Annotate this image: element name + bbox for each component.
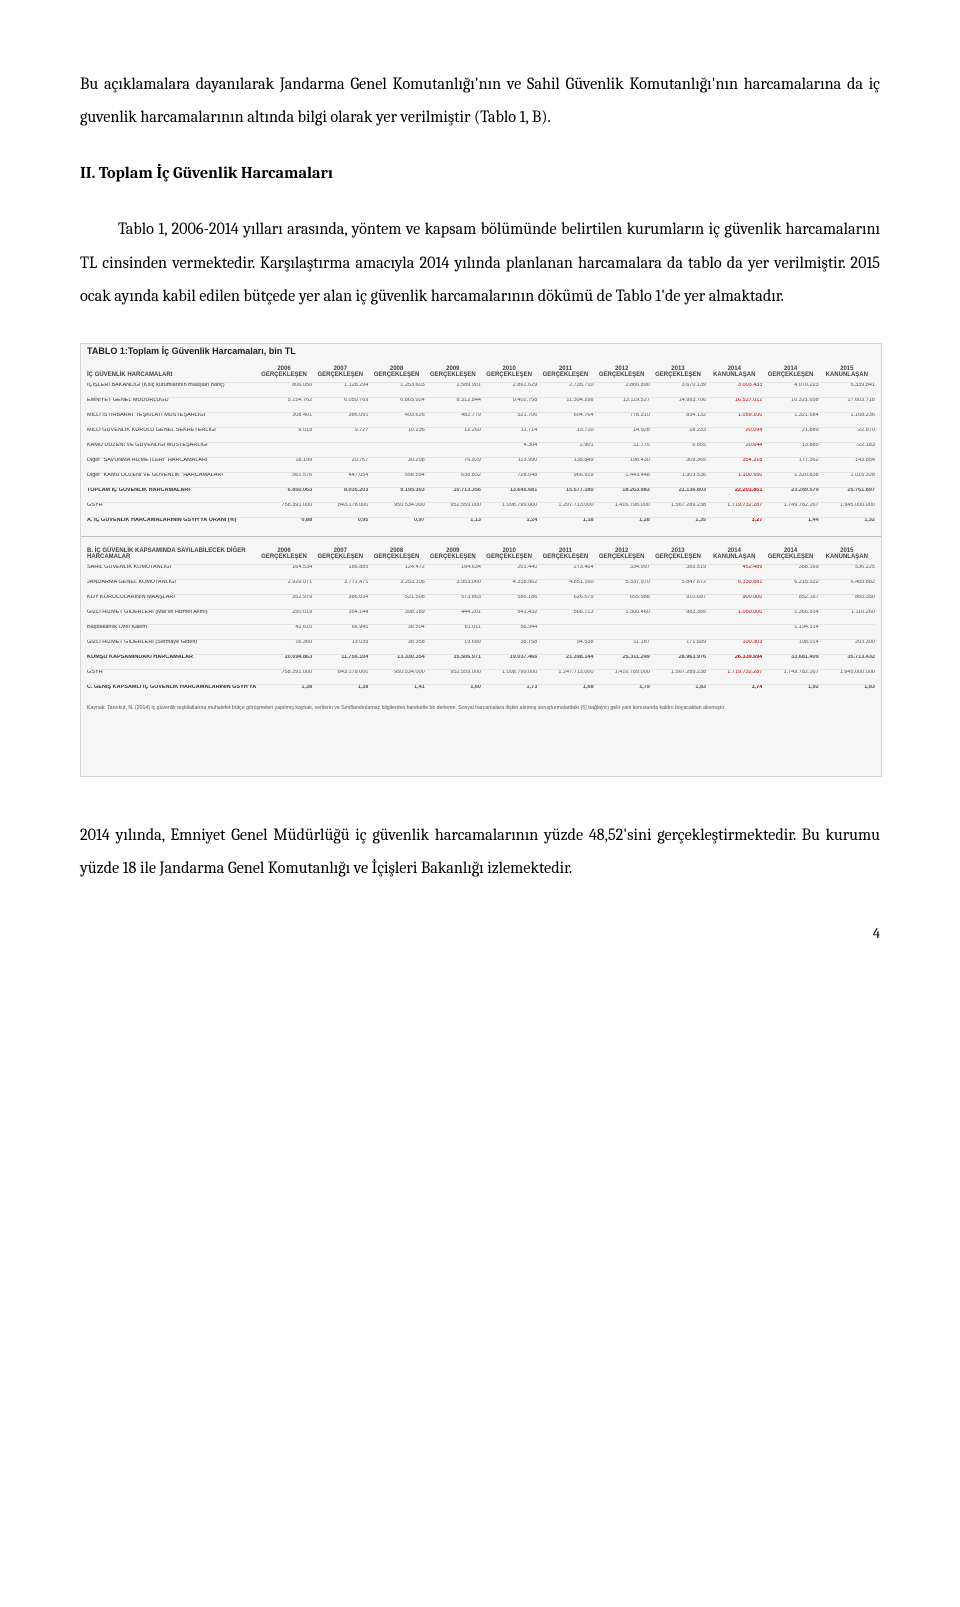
table-1-container: TABLO 1:Toplam İç Güvenlik Harcamaları, … [80, 343, 880, 777]
paragraph-analysis: 2014 yılında, Emniyet Genel Müdürlüğü iç… [80, 819, 880, 885]
table-1-image: TABLO 1:Toplam İç Güvenlik Harcamaları, … [80, 343, 882, 777]
paragraph-method: Tablo 1, 2006-2014 yılları arasında, yön… [80, 213, 880, 313]
paragraph-intro: Bu açıklamalara dayanılarak Jandarma Gen… [80, 68, 880, 134]
section-heading: II. Toplam İç Güvenlik Harcamaları [80, 164, 880, 183]
table-footnote: Kaynak: Tanrıkut, N. (2014) iç güvenlik … [87, 705, 875, 712]
page-number: 4 [80, 925, 880, 942]
table-1-title: TABLO 1:Toplam İç Güvenlik Harcamaları, … [87, 346, 296, 356]
